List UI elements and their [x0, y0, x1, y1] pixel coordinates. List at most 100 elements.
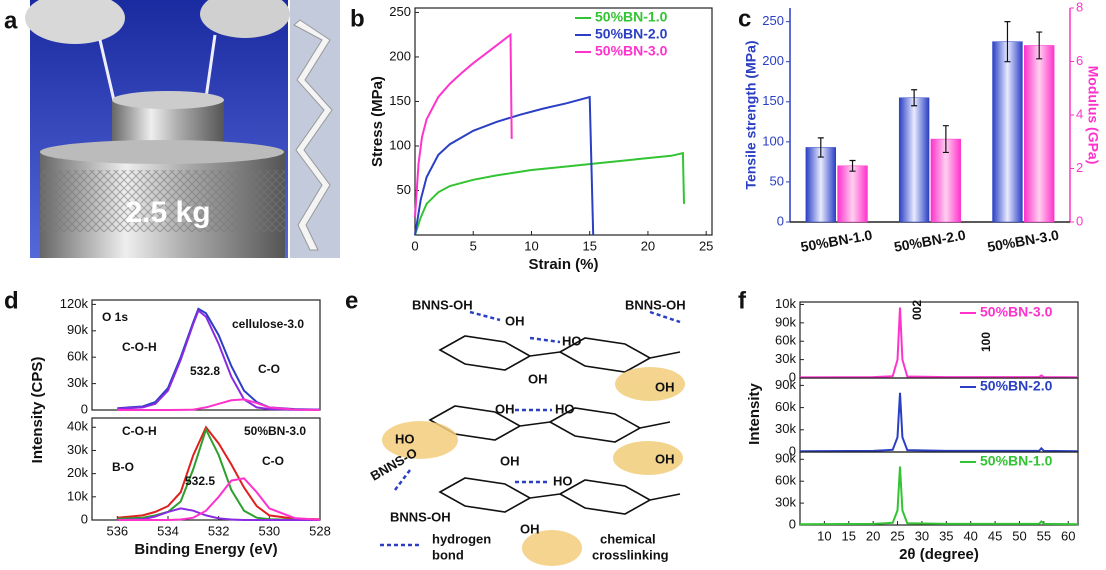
crosslink-highlight: [613, 441, 683, 475]
x-tick-label: 15: [842, 528, 856, 543]
panel-label: a: [4, 7, 18, 34]
crosslink-highlight: [615, 367, 685, 401]
y-tick-label: 50: [770, 173, 784, 188]
y-tick-label: 40k: [67, 419, 88, 434]
data-line: [799, 392, 1079, 453]
label: OH: [655, 379, 675, 394]
label: HO: [562, 333, 582, 348]
annotation: C-O: [258, 362, 280, 376]
y-tick-label: 0: [81, 401, 88, 416]
structure-diagram: [428, 335, 681, 515]
y-tick-label: 10k: [67, 488, 88, 503]
crosslink-highlight: [382, 421, 458, 459]
plot-frame: [414, 7, 713, 236]
data-line: [117, 477, 321, 521]
y-tick-label: 30k: [67, 375, 88, 390]
annotation: C-O: [262, 454, 284, 468]
data-line: [117, 425, 321, 521]
y-tick-label: 250: [762, 13, 784, 28]
annotation: cellulose-3.0: [232, 317, 304, 331]
annotation: 50%BN-3.0: [244, 424, 306, 438]
error-bar: [817, 137, 824, 158]
panel-label: d: [4, 287, 19, 314]
x-tick-label: 5: [470, 238, 477, 253]
diagram-labels: BNNS-OH BNNS-OH OH HO OH OH HO HO BNNS-O…: [368, 297, 686, 562]
error-bar: [1004, 21, 1011, 63]
hydrogen-bonds: [380, 310, 681, 547]
legend-label: 50%BN-1.0: [980, 453, 1053, 469]
y-tick-label: 10k: [775, 296, 796, 311]
data-line: [117, 507, 320, 521]
label: HO: [395, 431, 415, 446]
glove: [200, 0, 290, 38]
error-bar: [911, 89, 918, 107]
y-tick-label: 90k: [67, 322, 88, 337]
bar: [837, 165, 868, 223]
x-tick-label: 10: [524, 238, 538, 253]
legend-label: hydrogen: [432, 531, 491, 546]
annotation: 532.8: [190, 364, 220, 378]
legend-label: 50%BN-2.0: [980, 378, 1053, 394]
film-strip: [98, 34, 217, 106]
crosslinks: [382, 367, 685, 566]
y-tick-label: 30k: [775, 421, 796, 436]
y-tick-label: 60k: [67, 349, 88, 364]
cellulose-chain: [428, 405, 671, 443]
panel-label: e: [345, 287, 358, 314]
x-tick-label: 20: [641, 238, 655, 253]
x-tick-label: 20: [866, 528, 880, 543]
y2-axis-label: Modulus (GPa): [1085, 66, 1101, 165]
cellulose-chain: [438, 477, 681, 515]
x-tick-label: 530: [258, 523, 280, 538]
y-tick-label: 90k: [775, 377, 796, 392]
annotation: 002: [910, 300, 924, 320]
x-tick-label: 55: [1037, 528, 1051, 543]
annotation: C-O-H: [122, 424, 157, 438]
data-line: [117, 398, 321, 411]
panel-label: b: [350, 5, 365, 32]
annotation: O 1s: [102, 310, 128, 324]
y-tick-label: 90k: [775, 314, 796, 329]
label: BNNS-OH: [390, 509, 451, 524]
y-tick-label: 0: [789, 516, 796, 531]
y-tick-label: 100: [762, 133, 784, 148]
legend-label: 50%BN-2.0: [595, 26, 668, 42]
y-tick-label: 0: [777, 213, 784, 228]
plot-frame: [799, 451, 1079, 526]
plot-frame: [91, 417, 321, 521]
y2-tick-label: 0: [1076, 213, 1083, 228]
x-tick-label: 60: [1061, 528, 1075, 543]
label: BNNS-OH: [625, 297, 686, 312]
label: HO: [555, 401, 575, 416]
x-tick-label: 25: [890, 528, 904, 543]
y-tick-label: 60k: [775, 399, 796, 414]
data-line: [414, 32, 513, 218]
y2-tick-label: 2: [1076, 160, 1083, 175]
label: OH: [520, 521, 540, 536]
legend-label: 50%BN-3.0: [595, 43, 668, 59]
annotation: 532.5: [185, 474, 215, 488]
weight-top-face: [112, 91, 224, 109]
y-tick-label: 0: [81, 511, 88, 526]
y-tick-label: 150: [762, 93, 784, 108]
error-bar: [1036, 31, 1043, 60]
label: HO: [553, 473, 573, 488]
y-tick-label: 0: [789, 443, 796, 458]
bar: [805, 147, 836, 223]
y-tick-label: 30k: [775, 351, 796, 366]
y-axis-label: Intensity (CPS): [29, 357, 46, 464]
y-tick-label: 60k: [775, 333, 796, 348]
weight-label: 2.5 kg: [125, 196, 210, 229]
y-tick-label: 200: [389, 48, 411, 63]
y-tick-label: 50: [397, 182, 411, 197]
x-tick-label: 15: [582, 238, 596, 253]
y-axis-label: Tensile strength (MPa): [743, 40, 759, 189]
y-axis-label: Stress (MPa): [369, 76, 386, 167]
x-tick-label: 35: [939, 528, 953, 543]
y-tick-label: 20k: [67, 465, 88, 480]
glove: [25, 0, 125, 44]
legend-label: chemical: [600, 531, 656, 546]
x-tick-label: 534: [157, 523, 179, 538]
panel-label: c: [738, 5, 751, 32]
x-tick-label: 30: [915, 528, 929, 543]
